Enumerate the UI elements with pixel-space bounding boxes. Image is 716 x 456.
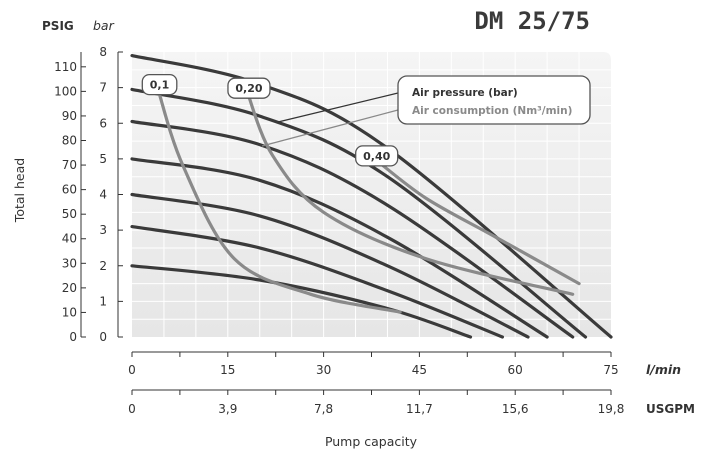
y-secondary-tick-label: 20 [62, 281, 77, 295]
y-primary-tick-label: 2 [99, 259, 107, 273]
y-primary-tick-label: 4 [99, 188, 107, 202]
y-secondary-tick-label: 110 [54, 60, 77, 74]
x-secondary-tick-label: 15,6 [502, 402, 529, 416]
y-secondary-tick-label: 0 [69, 330, 77, 344]
y-secondary-tick-label: 100 [54, 84, 77, 98]
legend-entry-air-pressure: Air pressure (bar) [412, 87, 518, 99]
consumption-label-0-20: 0,20 [227, 77, 271, 99]
x-primary-tick-label: 45 [412, 363, 427, 377]
y-secondary-tick-label: 90 [62, 109, 77, 123]
y-axis: 0 10 20 30 40 50 60 70 80 90 100 110 0 1 2 3 4 5 6 7 8 [54, 45, 123, 344]
y-primary-tick-label: 7 [99, 81, 107, 95]
y-secondary-tick-label: 30 [62, 256, 77, 270]
y-primary-unit: bar [93, 18, 115, 33]
y-secondary-tick-label: 50 [62, 207, 77, 221]
air-pressure-curve-8-bar [130, 54, 613, 339]
x-secondary-tick-label: 0 [128, 402, 136, 416]
legend-leader-air-pressure [277, 92, 399, 123]
x-primary-tick-label: 0 [128, 363, 136, 377]
x-secondary-tick-label: 7,8 [314, 402, 333, 416]
y-secondary-tick-label: 60 [62, 183, 77, 197]
air-consumption-curve-0-1 [155, 86, 402, 314]
y-secondary-tick-label: 40 [62, 232, 77, 246]
y-primary-tick-label: 8 [99, 45, 107, 59]
legend-leader-air-consumption [261, 109, 399, 147]
y-primary-tick-label: 6 [99, 116, 107, 130]
consumption-label-box [141, 73, 178, 96]
air-pressure-curves [130, 54, 613, 339]
x-primary-unit: l/min [646, 362, 681, 377]
air-consumption-curves [155, 86, 581, 314]
legend: Air pressure (bar) Air consumption (Nm³/… [397, 75, 591, 125]
consumption-labels: 0,1 0,20 0,40 [141, 73, 399, 167]
air-pressure-curve-6-bar [130, 119, 575, 339]
x-primary-tick-label: 60 [508, 363, 523, 377]
x-secondary-unit: USGPM [646, 402, 695, 416]
x-primary-tick-label: 15 [220, 363, 235, 377]
legend-box [397, 75, 591, 125]
air-pressure-curve-2-bar [130, 264, 473, 339]
x-axis: 0 15 30 45 60 75 0 3,9 7,8 11,7 15,6 19,8 [128, 351, 625, 416]
air-pressure-curve-7-bar [130, 87, 588, 339]
x-primary-tick-label: 75 [603, 363, 618, 377]
air-pressure-curve-3-bar [130, 225, 504, 339]
consumption-label-box [355, 145, 399, 167]
y-primary-tick-label: 0 [99, 330, 107, 344]
x-secondary-tick-label: 19,8 [598, 402, 625, 416]
air-consumption-curve-0-40 [373, 157, 581, 286]
y-secondary-tick-label: 10 [62, 305, 77, 319]
consumption-label-text: 0,40 [363, 150, 390, 163]
x-axis-title: Pump capacity [325, 434, 418, 449]
consumption-label-0-40: 0,40 [355, 145, 399, 167]
consumption-label-box [227, 77, 271, 99]
air-consumption-curve-0-20 [245, 89, 575, 296]
y-primary-tick-label: 5 [99, 152, 107, 166]
y-secondary-tick-label: 80 [62, 133, 77, 147]
x-primary-tick-label: 30 [316, 363, 331, 377]
y-secondary-unit: PSIG [42, 19, 74, 33]
consumption-label-0-1: 0,1 [141, 73, 178, 96]
y-primary-tick-label: 3 [99, 223, 107, 237]
chart-title: DM 25/75 [474, 7, 590, 35]
x-secondary-tick-label: 3,9 [218, 402, 237, 416]
consumption-label-text: 0,20 [235, 82, 262, 95]
air-pressure-curve-4-bar [130, 192, 530, 339]
air-pressure-curve-5-bar [130, 157, 549, 339]
consumption-label-text: 0,1 [150, 79, 170, 92]
legend-entry-air-consumption: Air consumption (Nm³/min) [412, 105, 572, 117]
y-secondary-tick-label: 70 [62, 158, 77, 172]
y-primary-tick-label: 1 [99, 294, 107, 308]
y-axis-title: Total head [12, 158, 27, 223]
x-secondary-tick-label: 11,7 [406, 402, 433, 416]
